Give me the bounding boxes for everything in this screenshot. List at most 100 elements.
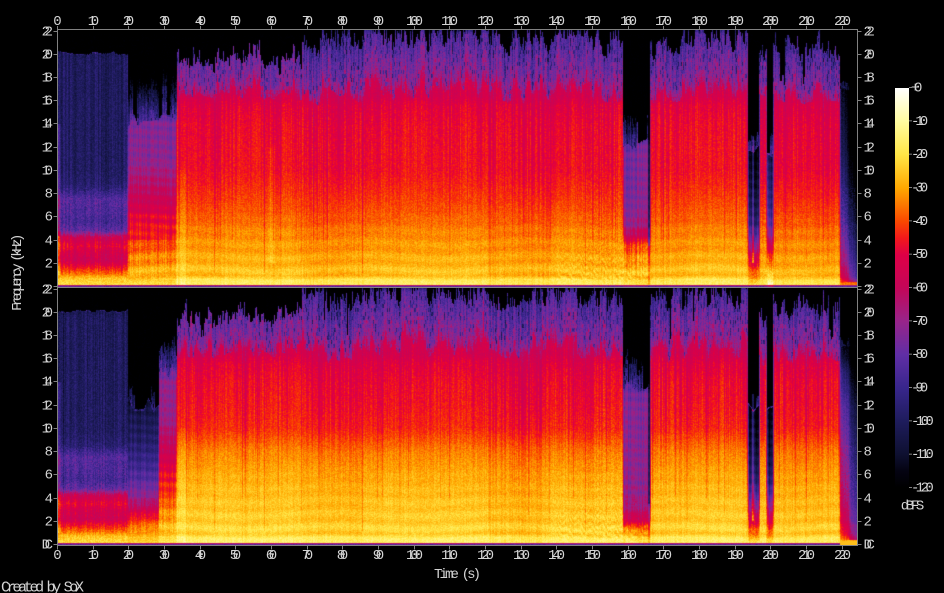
svg-text:20: 20 <box>864 306 875 322</box>
svg-text:12: 12 <box>42 399 53 415</box>
svg-text:-120: -120 <box>911 481 934 497</box>
svg-text:14: 14 <box>42 117 53 133</box>
svg-text:140: 140 <box>548 548 565 564</box>
svg-text:150: 150 <box>584 548 601 564</box>
svg-text:220: 220 <box>834 548 851 564</box>
svg-text:180: 180 <box>691 14 708 30</box>
svg-text:90: 90 <box>373 14 384 30</box>
svg-text:210: 210 <box>798 14 815 30</box>
svg-text:14: 14 <box>42 375 53 391</box>
svg-text:190: 190 <box>727 548 744 564</box>
svg-text:130: 130 <box>513 14 530 30</box>
svg-text:220: 220 <box>834 14 851 30</box>
svg-text:10: 10 <box>42 164 53 180</box>
svg-text:10: 10 <box>88 14 99 30</box>
svg-text:6: 6 <box>864 210 872 226</box>
svg-text:210: 210 <box>798 548 815 564</box>
svg-text:150: 150 <box>584 14 601 30</box>
svg-text:18: 18 <box>42 71 53 87</box>
svg-text:20: 20 <box>123 548 134 564</box>
svg-text:12: 12 <box>42 141 53 157</box>
svg-text:16: 16 <box>864 352 875 368</box>
svg-text:2: 2 <box>864 257 872 273</box>
svg-text:6: 6 <box>45 210 53 226</box>
svg-text:22: 22 <box>42 25 53 41</box>
svg-text:80: 80 <box>337 14 348 30</box>
svg-text:16: 16 <box>42 94 53 110</box>
svg-text:8: 8 <box>864 187 872 203</box>
svg-text:dBFS: dBFS <box>901 498 925 514</box>
svg-text:30: 30 <box>159 548 170 564</box>
svg-text:160: 160 <box>620 14 637 30</box>
svg-text:16: 16 <box>864 94 875 110</box>
svg-text:8: 8 <box>864 445 872 461</box>
svg-text:200: 200 <box>762 548 779 564</box>
svg-text:4: 4 <box>864 234 872 250</box>
svg-text:190: 190 <box>727 14 744 30</box>
svg-text:-80: -80 <box>911 347 928 363</box>
svg-text:2: 2 <box>864 515 872 531</box>
svg-text:10: 10 <box>42 422 53 438</box>
svg-text:170: 170 <box>655 14 672 30</box>
svg-text:18: 18 <box>864 71 875 87</box>
svg-text:60: 60 <box>266 548 277 564</box>
svg-text:-100: -100 <box>911 414 934 430</box>
svg-text:-110: -110 <box>911 447 934 463</box>
svg-text:16: 16 <box>42 352 53 368</box>
svg-text:110: 110 <box>441 14 458 30</box>
svg-text:-50: -50 <box>911 247 928 263</box>
svg-text:+0: +0 <box>911 81 922 97</box>
svg-text:22: 22 <box>864 283 875 299</box>
svg-text:6: 6 <box>864 468 872 484</box>
svg-text:80: 80 <box>337 548 348 564</box>
svg-text:DC: DC <box>864 538 875 554</box>
svg-text:22: 22 <box>42 283 53 299</box>
svg-text:4: 4 <box>45 492 53 508</box>
svg-text:130: 130 <box>513 548 530 564</box>
svg-text:14: 14 <box>864 117 875 133</box>
svg-text:18: 18 <box>42 329 53 345</box>
svg-text:180: 180 <box>691 548 708 564</box>
svg-text:20: 20 <box>123 14 134 30</box>
svg-text:6: 6 <box>45 468 53 484</box>
svg-text:100: 100 <box>406 548 423 564</box>
svg-text:22: 22 <box>864 25 875 41</box>
svg-text:-20: -20 <box>911 147 928 163</box>
svg-text:20: 20 <box>42 306 53 322</box>
svg-text:-30: -30 <box>911 181 928 197</box>
svg-text:-10: -10 <box>911 114 928 130</box>
svg-text:70: 70 <box>302 14 313 30</box>
svg-text:Created by SoX: Created by SoX <box>1 580 84 593</box>
svg-text:30: 30 <box>159 14 170 30</box>
svg-text:-90: -90 <box>911 381 928 397</box>
svg-text:2: 2 <box>45 257 53 273</box>
svg-text:8: 8 <box>45 445 53 461</box>
svg-text:90: 90 <box>373 548 384 564</box>
svg-text:10: 10 <box>864 164 875 180</box>
svg-text:Time (s): Time (s) <box>434 567 481 583</box>
svg-text:2: 2 <box>45 515 53 531</box>
svg-text:-40: -40 <box>911 214 928 230</box>
svg-text:DC: DC <box>42 538 53 554</box>
svg-text:50: 50 <box>230 548 241 564</box>
svg-text:-70: -70 <box>911 314 928 330</box>
svg-text:20: 20 <box>864 48 875 64</box>
svg-text:140: 140 <box>548 14 565 30</box>
svg-text:12: 12 <box>864 399 875 415</box>
svg-text:170: 170 <box>655 548 672 564</box>
svg-text:10: 10 <box>88 548 99 564</box>
svg-text:50: 50 <box>230 14 241 30</box>
svg-text:8: 8 <box>45 187 53 203</box>
svg-text:70: 70 <box>302 548 313 564</box>
svg-text:12: 12 <box>864 141 875 157</box>
svg-text:14: 14 <box>864 375 875 391</box>
svg-text:60: 60 <box>266 14 277 30</box>
svg-text:Frequency (kHz): Frequency (kHz) <box>10 234 26 312</box>
svg-text:40: 40 <box>195 14 206 30</box>
svg-text:0: 0 <box>53 548 61 564</box>
svg-text:18: 18 <box>864 329 875 345</box>
svg-text:200: 200 <box>762 14 779 30</box>
svg-text:10: 10 <box>864 422 875 438</box>
svg-text:0: 0 <box>53 14 61 30</box>
svg-text:120: 120 <box>477 14 494 30</box>
